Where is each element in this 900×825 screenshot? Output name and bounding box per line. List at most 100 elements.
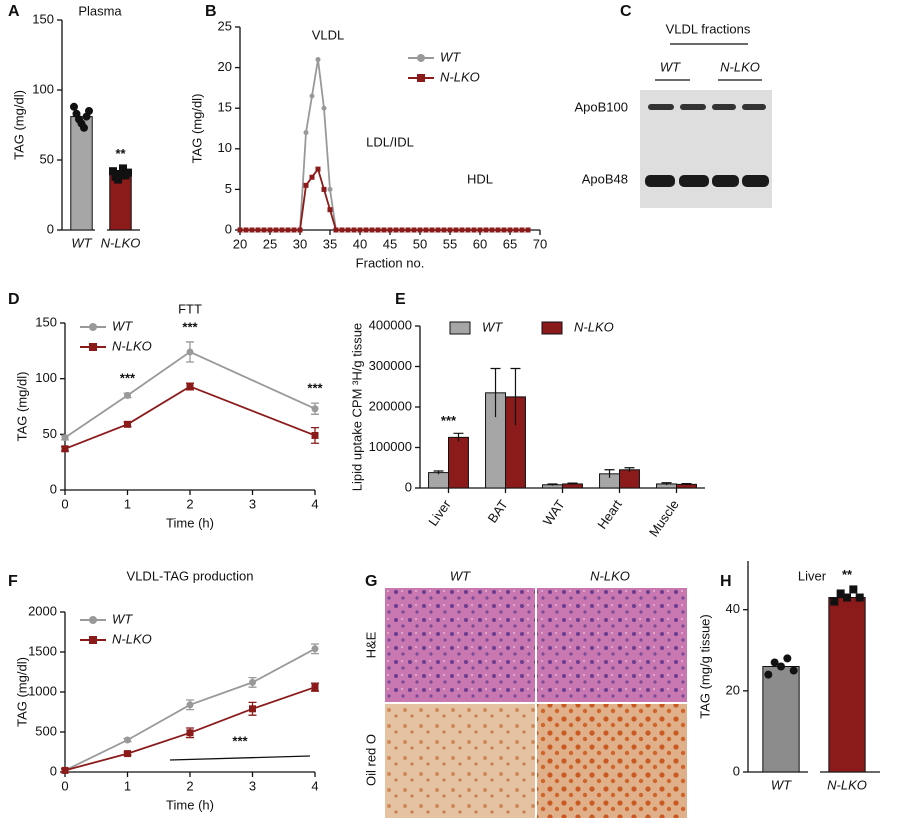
error-bar [510, 367, 521, 426]
lane-label: WT [660, 59, 681, 74]
x-tick-label: N-LKO [827, 777, 867, 792]
micrograph [537, 588, 687, 702]
error-bar [490, 367, 501, 418]
legend-label: WT [112, 318, 133, 333]
x-tick-label: WT [71, 235, 92, 250]
data-point [836, 589, 845, 598]
x-tick-label: 35 [323, 236, 337, 251]
bar [762, 666, 800, 773]
data-point [119, 164, 128, 173]
point [61, 434, 69, 442]
point [124, 420, 131, 428]
point [327, 186, 333, 192]
point [311, 645, 319, 653]
point [186, 729, 194, 737]
chart-title: Liver [798, 568, 827, 583]
bar [428, 472, 449, 489]
y-tick-label: 20 [218, 59, 232, 74]
x-tick-label: 60 [473, 236, 487, 251]
annotation-line [169, 755, 311, 761]
data-point [789, 666, 798, 675]
y-axis-label: TAG (mg/dl) [14, 657, 29, 727]
y-tick-label: 25 [218, 18, 232, 33]
point [471, 227, 477, 233]
legend-marker [89, 636, 97, 644]
data-point [783, 654, 792, 663]
x-tick-label: 65 [503, 236, 517, 251]
y-tick-label: 0 [47, 221, 54, 236]
x-axis-label: Time (h) [166, 515, 214, 530]
legend-marker [89, 343, 97, 351]
y-tick-label: 100 [32, 81, 54, 96]
x-tick-label: WT [771, 777, 792, 792]
error-bar [547, 483, 558, 486]
bar [619, 469, 640, 489]
point [311, 683, 319, 691]
y-axis-label: Lipid uptake CPM ³H/g tissue [349, 323, 364, 491]
legend-label: WT [112, 611, 133, 626]
point [309, 174, 315, 180]
point [249, 678, 256, 686]
data-point [855, 593, 864, 602]
point [411, 227, 417, 233]
point [339, 227, 345, 233]
y-tick-label: 200000 [369, 398, 412, 413]
y-tick-label: 20 [726, 682, 740, 697]
point [315, 56, 321, 62]
panel-letter: C [620, 3, 632, 20]
point [357, 227, 363, 233]
x-tick-label: 0 [61, 778, 68, 793]
data-point [764, 670, 773, 679]
bar [828, 597, 866, 773]
point [327, 207, 333, 213]
band-label: ApoB48 [582, 171, 628, 186]
error-bar [624, 467, 635, 472]
y-axis-label: TAG (mg/dl) [14, 372, 29, 442]
point [61, 766, 69, 774]
y-tick-label: 2000 [28, 603, 57, 618]
point [255, 227, 261, 233]
y-tick-label: 100 [35, 370, 57, 385]
legend-marker [89, 616, 97, 624]
legend-label: WT [482, 319, 503, 334]
point [61, 445, 69, 453]
micrograph [385, 704, 535, 818]
point [237, 227, 243, 233]
point [489, 227, 495, 233]
error-bar [567, 482, 578, 485]
legend-marker [417, 54, 425, 62]
x-tick-label: Liver [425, 497, 454, 529]
x-tick-label: 30 [293, 236, 307, 251]
x-tick-label: 2 [186, 778, 193, 793]
point [321, 105, 327, 111]
panel-letter: E [395, 291, 406, 308]
x-tick-label: 1 [124, 778, 131, 793]
point [345, 227, 351, 233]
y-tick-label: 0 [50, 481, 57, 496]
blot-bands [645, 104, 769, 187]
micrograph [385, 588, 535, 702]
point [243, 227, 249, 233]
y-tick-label: 50 [43, 426, 57, 441]
y-tick-label: 0 [405, 479, 412, 494]
legend-swatch [449, 321, 471, 335]
region-label: HDL [467, 171, 493, 186]
y-tick-label: 0 [225, 221, 232, 236]
micrograph [537, 704, 687, 818]
point [311, 431, 319, 439]
data-point [113, 175, 122, 184]
blot-panel: VLDL fractions WT N-LKO ApoB100 ApoB48 [575, 21, 772, 208]
y-axis-label: TAG (mg/dl) [11, 90, 26, 160]
significance: ** [842, 567, 853, 582]
point [279, 227, 285, 233]
point [477, 227, 483, 233]
point [186, 382, 194, 390]
x-tick-label: BAT [485, 497, 511, 526]
data-point [69, 102, 78, 111]
y-tick-label: 0 [50, 763, 57, 778]
data-point [770, 658, 779, 667]
blot-title: VLDL fractions [666, 21, 751, 36]
y-tick-label: 40 [726, 601, 740, 616]
y-tick-label: 10 [218, 140, 232, 155]
